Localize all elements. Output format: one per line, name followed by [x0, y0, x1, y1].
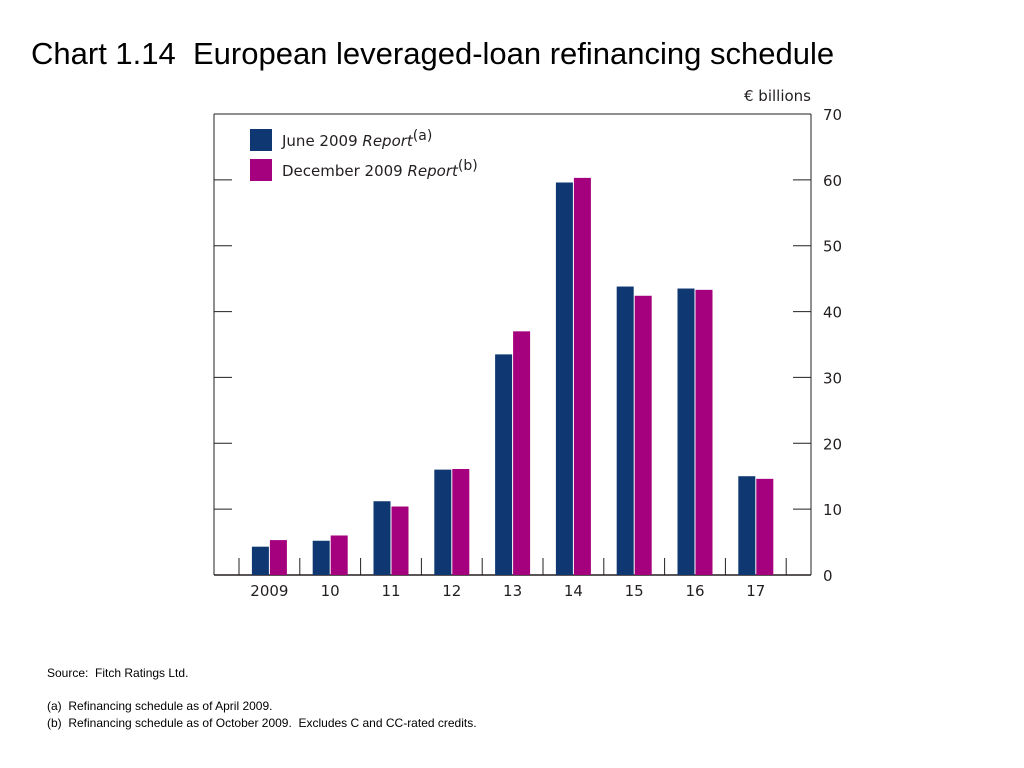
bar-december-11	[391, 506, 409, 575]
bar-june-12	[434, 469, 452, 575]
bar-december-12	[452, 468, 470, 575]
bar-june-2009	[251, 546, 269, 575]
plot-frame	[213, 113, 812, 576]
x-tick-label: 17	[746, 582, 765, 600]
bars	[251, 177, 774, 576]
legend-label: December 2009 Report(b)	[282, 158, 478, 180]
bar-june-14	[555, 182, 573, 575]
bar-june-11	[373, 501, 391, 575]
source-note: Source: Fitch Ratings Ltd.	[47, 666, 189, 680]
y-tick-label: 40	[823, 304, 842, 322]
x-tick-label: 14	[564, 582, 583, 600]
bar-june-16	[677, 288, 695, 575]
bar-june-13	[495, 354, 513, 575]
legend-swatch	[250, 159, 272, 181]
y-tick-label: 70	[823, 106, 842, 124]
footnote-a: (a) Refinancing schedule as of April 200…	[47, 699, 273, 713]
footnote-b: (b) Refinancing schedule as of October 2…	[47, 716, 477, 730]
y-tick-label: 50	[823, 238, 842, 256]
y-tick-label: 60	[823, 172, 842, 190]
x-tick-label: 16	[685, 582, 704, 600]
y-tick-label: 0	[823, 567, 833, 585]
bar-june-15	[616, 286, 634, 575]
legend: June 2009 Report(a) December 2009 Report(…	[250, 128, 478, 181]
bar-december-2009	[269, 540, 287, 575]
bar-june-17	[738, 476, 756, 575]
y-tick-label: 10	[823, 501, 842, 519]
x-tick-label: 2009	[250, 582, 288, 600]
bar-december-10	[330, 535, 348, 575]
bar-december-14	[573, 177, 591, 576]
x-axis: 2009 10 11 12 13 14 15 16 17	[238, 558, 787, 600]
bar-june-10	[312, 540, 330, 575]
bar-december-13	[513, 331, 531, 575]
y-tick-label: 20	[823, 435, 842, 453]
bar-chart: 0 10 20 30 40 50 60 70 2009 10 11 12 13 14 15 16 17 Jun…	[213, 87, 842, 600]
y-axis-unit-label: € billions	[744, 87, 811, 105]
bar-december-16	[695, 289, 713, 575]
footnotes: Source: Fitch Ratings Ltd. (a) Refinanci…	[47, 665, 477, 732]
legend-label: June 2009 Report(a)	[281, 128, 432, 150]
x-tick-label: 13	[503, 582, 522, 600]
x-tick-label: 15	[625, 582, 644, 600]
x-tick-label: 10	[321, 582, 340, 600]
legend-swatch	[250, 129, 272, 151]
x-tick-label: 12	[442, 582, 461, 600]
bar-december-17	[756, 478, 774, 575]
y-axis: 0 10 20 30 40 50 60 70	[214, 106, 842, 585]
chart-title: Chart 1.14 European leveraged-loan refin…	[31, 36, 835, 71]
y-tick-label: 30	[823, 369, 842, 387]
x-tick-label: 11	[381, 582, 400, 600]
bar-december-15	[634, 295, 652, 575]
